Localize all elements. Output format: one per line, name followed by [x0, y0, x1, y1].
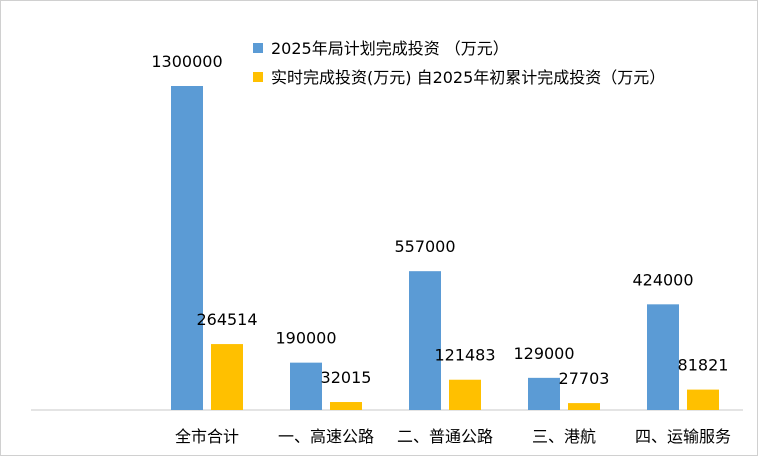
data-label-s1-c2: 190000 [275, 329, 336, 348]
category-label-3: 二、普通公路 [397, 427, 493, 446]
bar-s1-c3 [409, 271, 441, 410]
data-label-s1-c5: 424000 [632, 270, 693, 289]
legend-label-series-2: 实时完成投资(万元) 自2025年初累计完成投资（万元） [271, 68, 665, 87]
bar-s2-c3 [449, 379, 481, 410]
bar-s1-c5 [647, 304, 679, 410]
bar-s1-c4 [528, 377, 560, 410]
legend-label-series-1: 2025年局计划完成投资 （万元） [271, 39, 509, 58]
bar-s1-c1 [171, 86, 203, 410]
legend-swatch-series-2 [253, 72, 263, 82]
bar-s2-c1 [211, 344, 243, 410]
data-labels-group: 1300000 264514 190000 32015 557000 121483 1290… [151, 52, 728, 388]
data-label-s2-c1: 264514 [196, 310, 257, 329]
data-label-s1-c4: 129000 [513, 344, 574, 363]
bars-group [171, 86, 719, 410]
bar-s2-c5 [687, 389, 719, 410]
data-label-s2-c2: 32015 [321, 368, 372, 387]
bar-s1-c2 [290, 362, 322, 410]
category-label-5: 四、运输服务 [635, 427, 731, 446]
data-label-s2-c5: 81821 [678, 356, 729, 375]
category-labels-group: 全市合计 一、高速公路 二、普通公路 三、港航 四、运输服务 [175, 427, 731, 446]
category-label-1: 全市合计 [175, 427, 239, 446]
data-label-s2-c3: 121483 [434, 346, 495, 365]
category-label-4: 三、港航 [532, 427, 596, 446]
data-label-s1-c1: 1300000 [151, 52, 222, 71]
data-label-s2-c4: 27703 [559, 369, 610, 388]
data-label-s1-c3: 557000 [394, 237, 455, 256]
bar-s2-c4 [568, 403, 600, 410]
legend: 2025年局计划完成投资 （万元） 实时完成投资(万元) 自2025年初累计完成… [253, 39, 665, 87]
category-label-2: 一、高速公路 [278, 427, 374, 446]
legend-swatch-series-1 [253, 43, 263, 53]
bar-s2-c2 [330, 402, 362, 410]
